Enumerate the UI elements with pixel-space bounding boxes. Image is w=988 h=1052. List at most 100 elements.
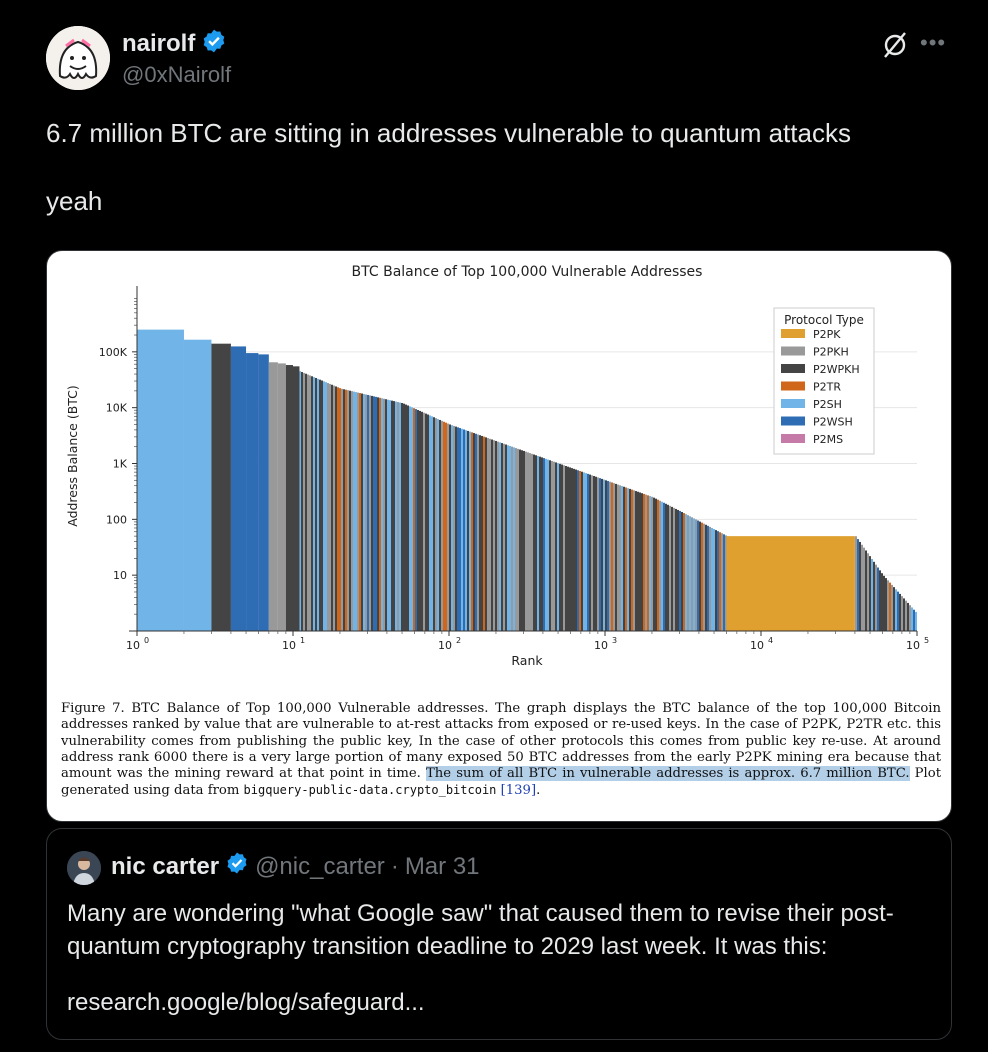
bar bbox=[619, 485, 621, 631]
bar bbox=[677, 509, 679, 631]
bar bbox=[557, 463, 559, 631]
bar bbox=[875, 564, 877, 631]
tweet-image[interactable]: BTC Balance of Top 100,000 Vulnerable Ad… bbox=[46, 250, 952, 822]
bar bbox=[567, 466, 569, 631]
bar bbox=[595, 476, 597, 631]
grok-icon[interactable] bbox=[880, 30, 910, 60]
legend-label: P2PK bbox=[813, 328, 841, 341]
bar bbox=[411, 407, 413, 631]
bar bbox=[883, 575, 885, 631]
bar bbox=[439, 419, 441, 631]
bar bbox=[667, 504, 669, 631]
bar bbox=[615, 483, 617, 631]
bar-p2sh bbox=[137, 329, 184, 631]
x-tick-label: 10 bbox=[906, 639, 920, 652]
bar bbox=[905, 600, 907, 631]
bar bbox=[687, 515, 689, 631]
bar bbox=[345, 389, 347, 631]
bar bbox=[477, 434, 479, 631]
bar bbox=[361, 393, 363, 631]
bar bbox=[555, 462, 557, 631]
author-handle[interactable]: @0xNairolf bbox=[122, 62, 232, 87]
bar bbox=[501, 443, 503, 631]
bar bbox=[717, 531, 719, 631]
bar bbox=[725, 535, 727, 631]
quote-link[interactable]: research.google/blog/safeguard... bbox=[67, 989, 425, 1016]
bar bbox=[323, 381, 325, 631]
bar bbox=[541, 457, 543, 631]
bar bbox=[577, 470, 579, 631]
bar bbox=[383, 398, 385, 631]
bar bbox=[461, 428, 463, 631]
bar bbox=[709, 526, 711, 631]
bar bbox=[899, 593, 901, 631]
bar bbox=[861, 544, 863, 631]
btc-balance-chart: BTC Balance of Top 100,000 Vulnerable Ad… bbox=[65, 264, 929, 668]
bar bbox=[491, 439, 493, 631]
bar bbox=[371, 395, 373, 631]
bar bbox=[353, 391, 355, 631]
bar bbox=[887, 580, 889, 631]
more-icon[interactable]: ••• bbox=[920, 30, 947, 55]
bar bbox=[655, 498, 657, 631]
quote-author-name[interactable]: nic carter bbox=[111, 852, 220, 880]
bar bbox=[381, 398, 383, 631]
bar bbox=[465, 430, 467, 631]
bar-p2wsh bbox=[258, 354, 269, 631]
bar bbox=[417, 410, 419, 631]
bar bbox=[433, 417, 435, 631]
bar bbox=[721, 533, 723, 631]
bar bbox=[701, 522, 703, 631]
x-tick-label: 10 bbox=[438, 639, 452, 652]
x-axis-label: Rank bbox=[511, 653, 543, 668]
bar bbox=[693, 518, 695, 631]
bar bbox=[563, 465, 565, 631]
legend: Protocol Type P2PK P2PKH P2WPKH P2TR P2SH P2W… bbox=[773, 307, 875, 455]
x-tick-exponent: 5 bbox=[924, 636, 929, 645]
bar-p2pk bbox=[726, 536, 855, 631]
legend-swatch bbox=[781, 416, 805, 426]
bar bbox=[489, 438, 491, 631]
quote-handle[interactable]: @nic_carter bbox=[255, 852, 385, 880]
bar bbox=[321, 380, 323, 631]
quote-date[interactable]: Mar 31 bbox=[404, 852, 480, 880]
bar bbox=[573, 468, 575, 631]
bar bbox=[889, 582, 891, 631]
bar bbox=[561, 464, 563, 631]
x-tick-label: 10 bbox=[750, 639, 764, 652]
bar bbox=[699, 521, 701, 631]
bar bbox=[487, 438, 489, 631]
bar bbox=[719, 532, 721, 631]
bar bbox=[613, 483, 615, 631]
quote-avatar[interactable] bbox=[67, 851, 101, 885]
bar bbox=[605, 480, 607, 631]
y-tick-label: 100K bbox=[99, 346, 128, 359]
bar-p2wsh bbox=[230, 346, 247, 631]
bar bbox=[879, 570, 881, 631]
bar bbox=[459, 428, 461, 631]
legend-label: P2WSH bbox=[813, 416, 853, 429]
bar bbox=[653, 497, 655, 631]
bar bbox=[657, 499, 659, 631]
bar bbox=[671, 506, 673, 631]
bar bbox=[579, 471, 581, 631]
bar bbox=[637, 491, 639, 631]
caption-reference[interactable]: [139] bbox=[500, 783, 537, 799]
bar bbox=[375, 396, 377, 631]
legend-label: P2MS bbox=[813, 433, 843, 446]
bar bbox=[449, 424, 451, 631]
quoted-tweet[interactable]: nic carter @nic_carter · Mar 31 Many are… bbox=[46, 828, 952, 1040]
author-name[interactable]: nairolf bbox=[122, 29, 196, 57]
legend-swatch bbox=[781, 329, 805, 338]
bar bbox=[299, 371, 301, 631]
bar bbox=[913, 609, 915, 631]
bar bbox=[521, 450, 523, 631]
bar bbox=[627, 488, 629, 631]
bar bbox=[447, 423, 449, 631]
x-tick-exponent: 0 bbox=[144, 636, 149, 645]
bar bbox=[697, 520, 699, 631]
bar bbox=[473, 433, 475, 631]
author-avatar[interactable] bbox=[46, 26, 110, 90]
bar bbox=[537, 455, 539, 631]
